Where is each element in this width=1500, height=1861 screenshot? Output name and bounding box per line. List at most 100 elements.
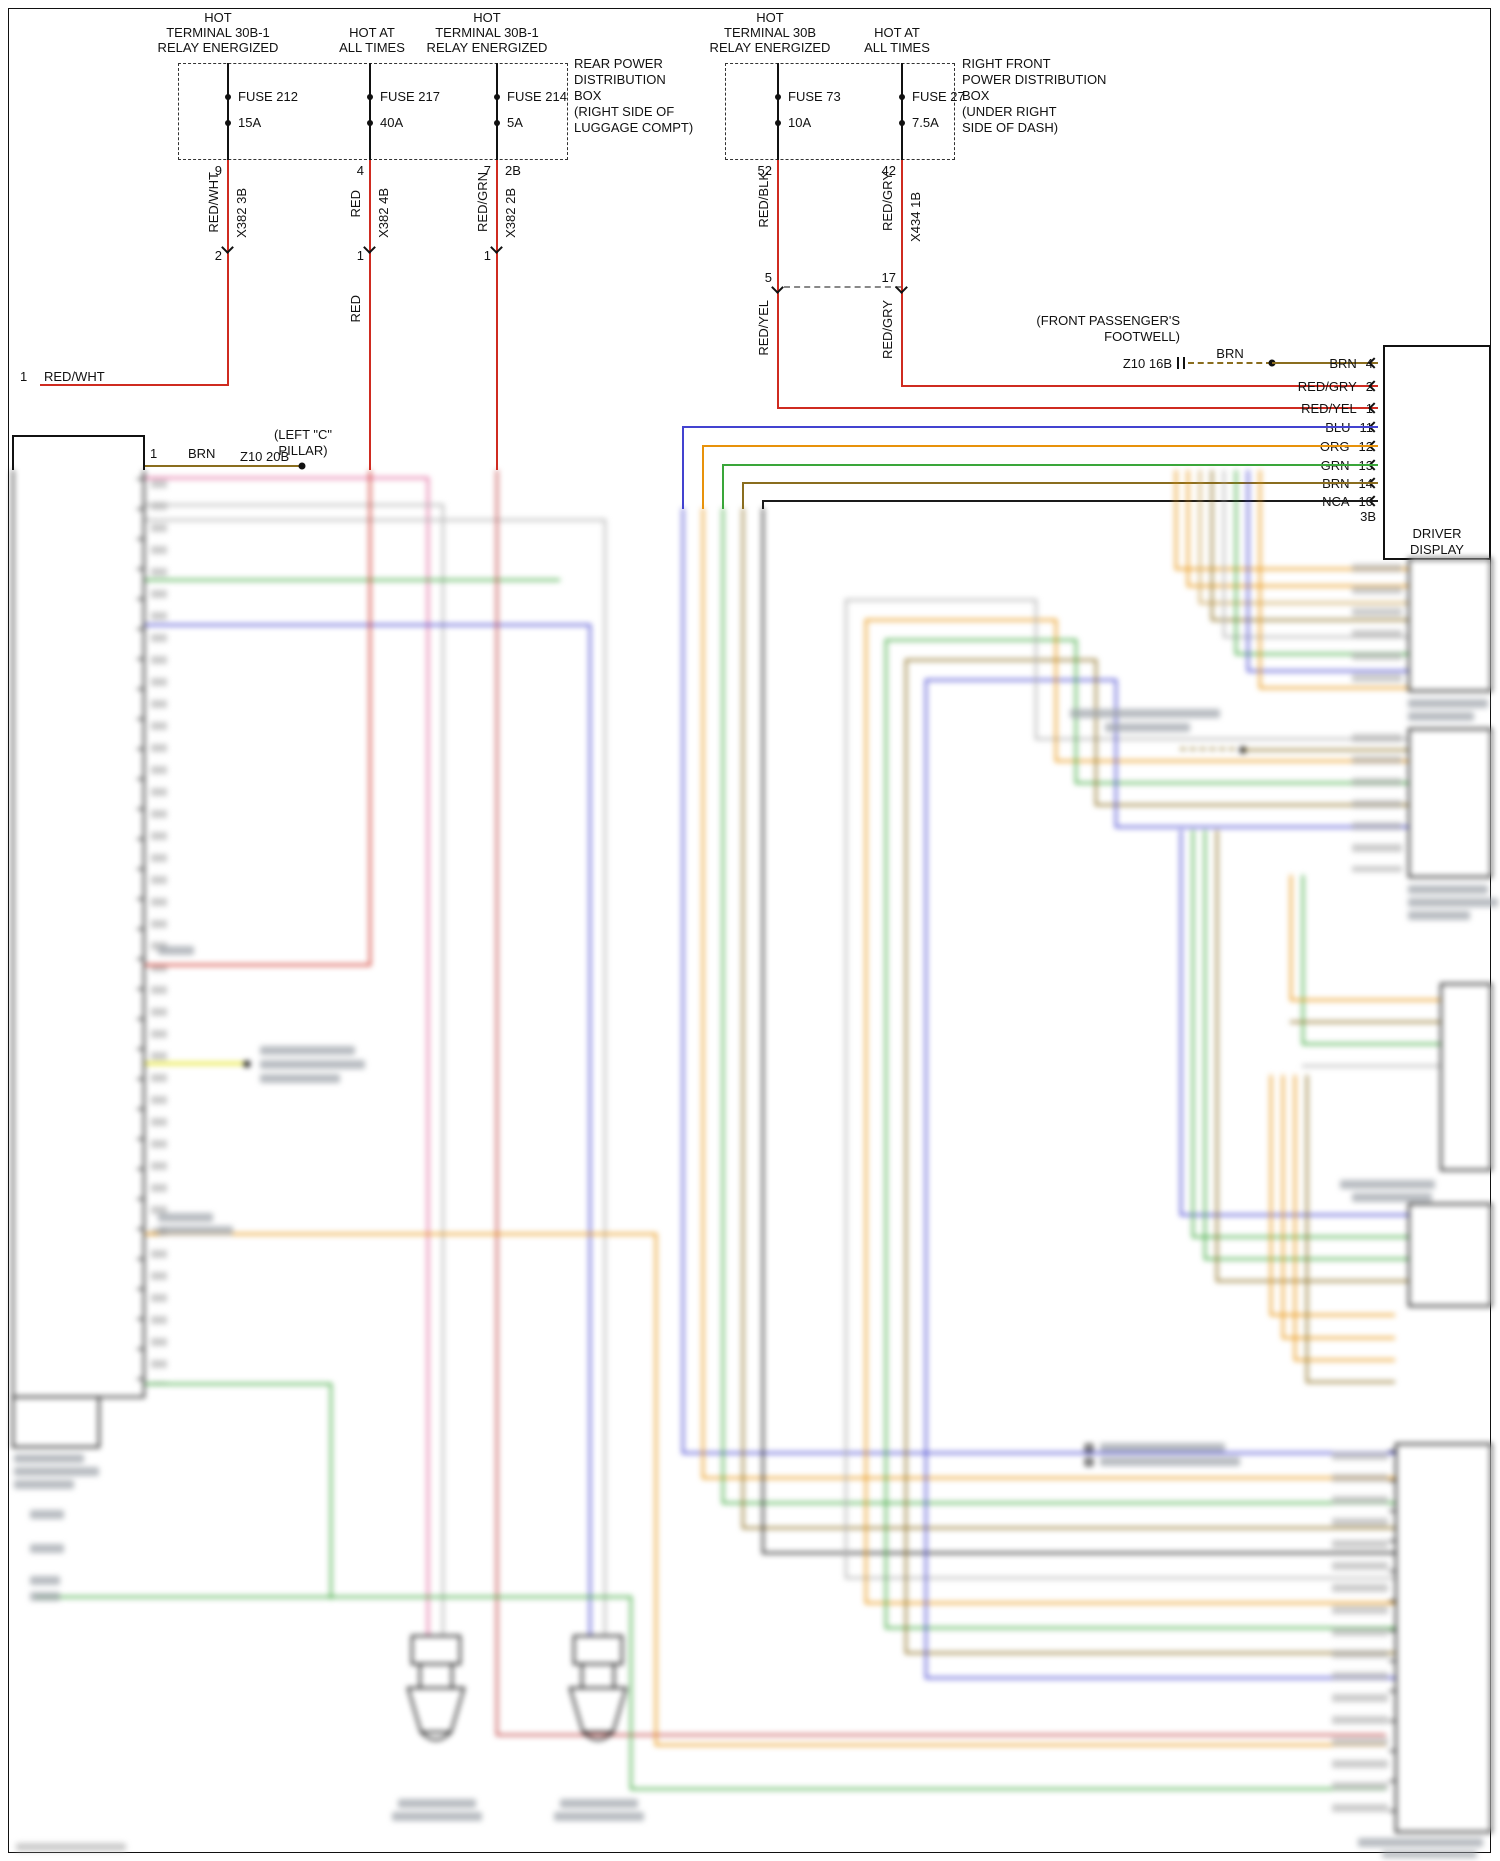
left-module-edge — [143, 470, 145, 1398]
text-blob — [30, 1576, 60, 1585]
fuse-terminal — [775, 120, 781, 126]
pin-number: 2 — [214, 248, 222, 263]
text-blob — [1408, 885, 1488, 894]
fuse-rating: 40A — [380, 115, 404, 130]
text-blob — [1408, 712, 1474, 721]
text-blob — [1340, 1180, 1435, 1189]
wire-segment — [1204, 830, 1206, 1260]
hot-label: RELAY ENERGIZED — [709, 40, 831, 55]
wire-segment — [145, 477, 429, 479]
wire-segment — [1235, 653, 1408, 655]
wire-segment — [1216, 830, 1218, 1282]
wire-segment — [589, 624, 591, 1643]
wire-blu — [682, 426, 684, 509]
wire-segment — [1180, 748, 1235, 750]
wire-segment — [655, 1233, 657, 1746]
pin-number: 1 — [356, 248, 364, 263]
pin-labels — [1352, 564, 1402, 686]
fuse-terminal — [494, 120, 500, 126]
wire-nca — [762, 500, 1378, 502]
wire-segment — [1282, 1337, 1395, 1339]
wire-segment — [702, 508, 704, 1479]
text-blob — [1100, 1443, 1225, 1452]
wire-segment — [1216, 1280, 1408, 1282]
right-module — [1408, 1203, 1492, 1307]
wire-org — [702, 445, 704, 509]
wire-color-label: BRN — [1216, 346, 1244, 361]
wire-grn — [722, 464, 724, 509]
fuse-rating: 15A — [238, 115, 262, 130]
wire-segment — [702, 1477, 1395, 1479]
wire-color-label: RED/WHT — [44, 369, 105, 384]
text-blob — [1408, 699, 1488, 708]
wire-segment — [1075, 782, 1408, 784]
ground-dot — [298, 462, 306, 470]
page-border — [8, 8, 1491, 1853]
wire-segment — [742, 508, 744, 1529]
hot-label: TERMINAL 30B-1 — [166, 25, 270, 40]
pin-labels — [1352, 734, 1402, 872]
box-label: POWER DISTRIBUTION — [962, 72, 1107, 87]
pin-number: 9 — [214, 163, 222, 178]
wire-segment — [1306, 1075, 1308, 1383]
wire-segment — [1290, 999, 1440, 1001]
fuse-element — [369, 63, 371, 160]
hot-label: RELAY ENERGIZED — [157, 40, 279, 55]
hot-label: HOT AT — [349, 25, 395, 40]
text-blob — [1358, 1838, 1483, 1847]
hot-label: ALL TIMES — [864, 40, 930, 55]
connector-id: 3B — [1360, 509, 1376, 524]
box-label: BOX — [574, 88, 602, 103]
right-module — [1408, 728, 1492, 878]
wire-segment — [885, 639, 887, 1629]
wire-segment — [1270, 1314, 1395, 1316]
fuse-name: FUSE 217 — [380, 89, 440, 104]
driver-display-module — [1383, 345, 1491, 560]
text-blob — [30, 1544, 64, 1553]
fuse-terminal — [367, 120, 373, 126]
fuse-name: FUSE 214 — [507, 89, 567, 104]
text-blob — [1408, 911, 1470, 920]
dd-pin-row: RED/GRY 2 — [1223, 379, 1373, 394]
wire-segment — [722, 1502, 1395, 1504]
wire-segment — [905, 659, 907, 1654]
wire-segment — [1223, 636, 1408, 638]
wire-segment — [742, 1527, 1395, 1529]
hot-label: HOT — [473, 10, 501, 25]
wire-segment — [905, 659, 1095, 661]
wire-segment — [925, 679, 927, 1679]
wire-red-blk — [777, 160, 779, 409]
wire-segment — [1243, 749, 1408, 751]
wire-segment — [865, 619, 1055, 621]
fuse-name: FUSE 27 — [912, 89, 965, 104]
watermark-blob — [16, 1843, 126, 1851]
module-title: DISPLAY — [1410, 542, 1464, 557]
wire-segment — [1259, 687, 1408, 689]
hot-label: ALL TIMES — [339, 40, 405, 55]
wire-segment — [145, 519, 606, 521]
wire-color-label: RED/GRY — [1297, 379, 1357, 394]
wire-red-gry — [901, 160, 903, 387]
text-blob — [1352, 1193, 1432, 1202]
wire-segment — [925, 1677, 1395, 1679]
right-module — [1408, 558, 1492, 692]
wire-segment — [1306, 1381, 1395, 1383]
text-blob — [1100, 1457, 1240, 1466]
wire-segment — [905, 1652, 1395, 1654]
text-blob — [1408, 898, 1498, 907]
wire-segment — [845, 1577, 1395, 1579]
box-label: BOX — [962, 88, 990, 103]
fuse-element — [901, 63, 903, 160]
text-blob — [260, 1046, 355, 1055]
wire-segment — [845, 599, 847, 1579]
text-blob — [392, 1812, 482, 1821]
wire-segment — [1302, 875, 1304, 1045]
wire-segment — [496, 470, 498, 1736]
pin-ticks — [137, 478, 143, 1388]
text-blob — [30, 1592, 60, 1601]
wire-segment — [682, 508, 684, 1454]
pin-labels — [151, 480, 167, 1385]
fuse-terminal — [775, 94, 781, 100]
fuse-rating: 10A — [788, 115, 812, 130]
text-blob — [1105, 723, 1190, 732]
